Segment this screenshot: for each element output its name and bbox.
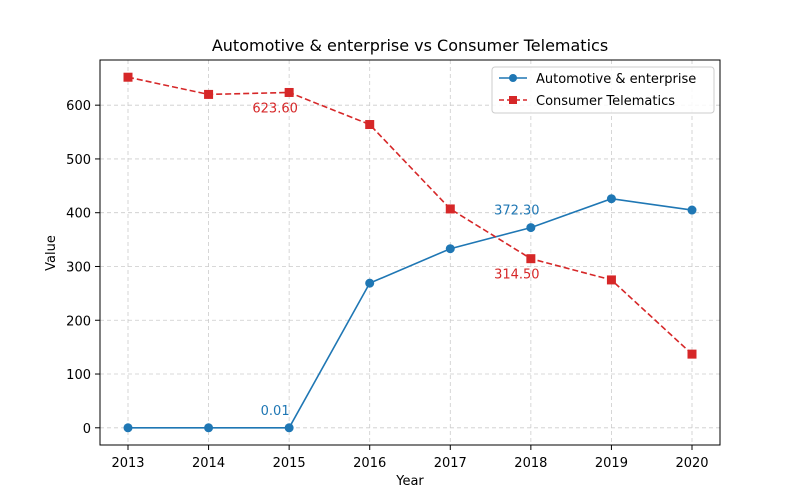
data-point-automotive-enterprise [606,194,616,204]
data-label: 314.50 [494,268,540,283]
data-point-consumer-telematics [445,204,455,214]
data-label: 372.30 [494,204,540,219]
data-point-consumer-telematics [687,349,697,359]
data-point-automotive-enterprise [204,423,214,433]
data-point-automotive-enterprise [687,205,697,215]
x-tick-label: 2016 [353,456,386,471]
legend-marker-consumer-telematics [509,96,517,104]
legend-box [491,66,715,114]
legend-label-consumer-telematics: Consumer Telematics [536,94,675,109]
annotations: 0.01 372.30 623.60 314.50 [252,101,539,418]
y-tick-label: 500 [66,153,91,168]
data-point-automotive-enterprise [123,423,133,433]
x-tick-label: 2019 [595,456,628,471]
x-tick-label: 2018 [514,456,547,471]
y-tick-label: 300 [66,260,91,275]
data-point-automotive-enterprise [445,244,455,254]
data-point-automotive-enterprise [284,423,294,433]
data-point-automotive-enterprise [365,278,375,288]
y-axis-label: Value [44,235,59,271]
x-tick-label: 2015 [273,456,306,471]
x-tick-label: 2017 [434,456,467,471]
y-tick-label: 200 [66,314,91,329]
data-label: 0.01 [261,404,290,419]
series-line-consumer-telematics [127,76,693,355]
x-tick-label: 2020 [675,456,708,471]
legend-label-automotive: Automotive & enterprise [536,72,696,87]
data-point-consumer-telematics [526,254,536,264]
x-axis-label: Year [395,474,424,489]
data-point-consumer-telematics [123,72,133,82]
data-point-automotive-enterprise [526,223,536,233]
data-point-consumer-telematics [284,87,294,97]
plot-frame [99,59,721,446]
chart-title: Automotive & enterprise vs Consumer Tele… [212,36,608,55]
x-tick-label: 2013 [111,456,144,471]
legend-marker-automotive [509,74,517,82]
x-tick-label: 2014 [192,456,225,471]
y-tick-label: 600 [66,99,91,114]
data-label: 623.60 [252,101,298,116]
legend: Automotive & enterprise Consumer Telemat… [491,66,715,114]
series-layer [123,72,697,433]
data-point-consumer-telematics [606,275,616,285]
ticks: 2013 2014 2015 2016 2017 2018 2019 2020 0 100 200 3… [66,99,708,471]
data-point-consumer-telematics [365,120,375,130]
series-line-automotive-enterprise [128,197,693,429]
data-point-consumer-telematics [204,89,214,99]
y-tick-label: 100 [66,368,91,383]
y-tick-label: 400 [66,207,91,222]
grid [100,60,720,445]
y-tick-label: 0 [83,422,91,437]
